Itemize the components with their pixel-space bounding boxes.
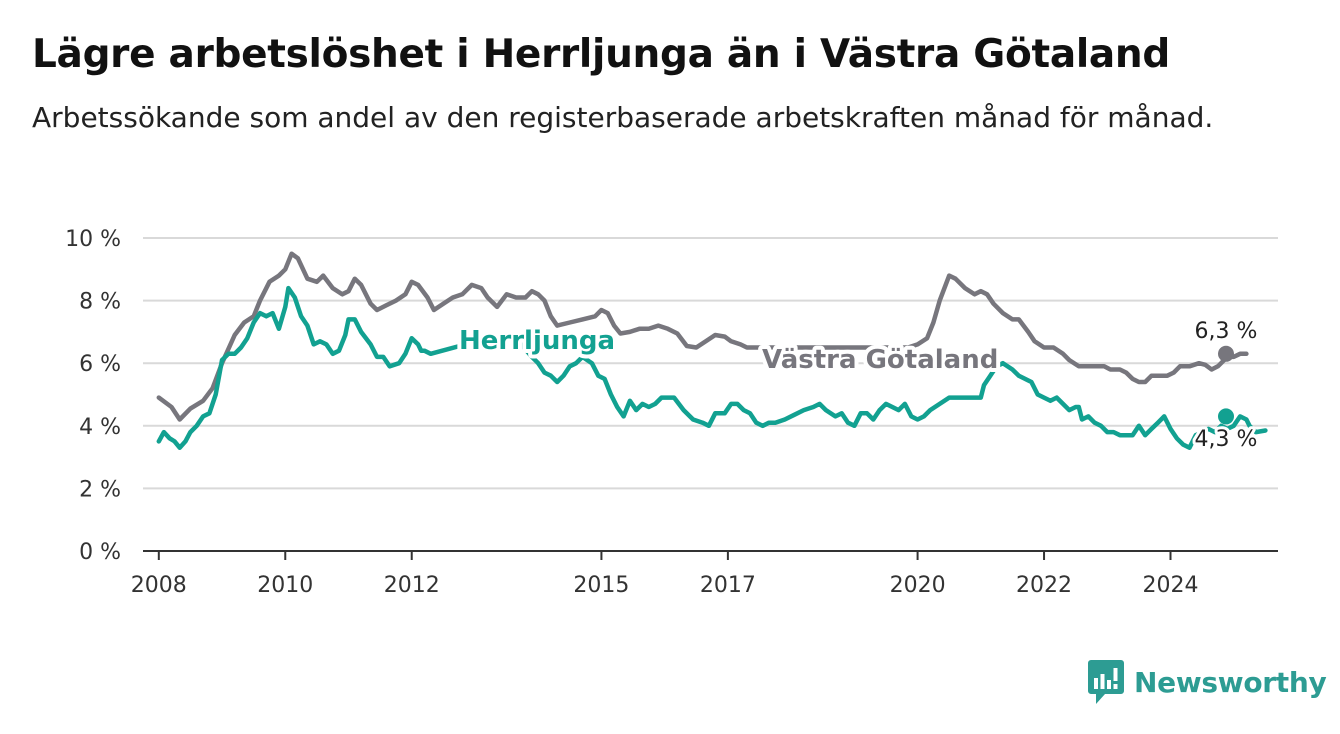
- x-tick-label: 2008: [131, 573, 187, 598]
- y-axis-ticks: 0 % 2 % 4 % 6 % 8 % 10 %: [65, 227, 121, 565]
- y-tick-label: 10 %: [65, 227, 121, 252]
- chart-subtitle: Arbetssökande som andel av den registerb…: [32, 101, 1214, 134]
- x-tick-label: 2024: [1143, 573, 1199, 598]
- x-tick-label: 2020: [890, 573, 946, 598]
- y-tick-label: 2 %: [79, 477, 121, 502]
- newsworthy-logo-icon: [1088, 660, 1124, 704]
- x-axis-ticks: 2008 2010 2012 2015 2017 2020 2022 2024: [131, 551, 1199, 598]
- series-label-vastra-gotaland: Västra Götaland: [762, 345, 998, 375]
- series-label-herrljunga: Herrljunga: [459, 326, 615, 356]
- series-labels: Herrljunga Västra Götaland 6,3 % 4,3 %: [455, 316, 1260, 455]
- y-tick-label: 6 %: [79, 352, 121, 377]
- newsworthy-logo: Newsworthy: [1088, 660, 1327, 704]
- series-line-herrljunga: [156, 285, 1268, 450]
- x-tick-label: 2022: [1016, 573, 1072, 598]
- x-tick-label: 2010: [257, 573, 313, 598]
- end-label-herrljunga: 4,3 %: [1195, 427, 1258, 452]
- y-tick-label: 0 %: [79, 540, 121, 565]
- chart-title: Lägre arbetslöshet i Herrljunga än i Väs…: [32, 32, 1171, 77]
- end-label-vastra-gotaland: 6,3 %: [1195, 319, 1258, 344]
- y-tick-label: 4 %: [79, 415, 121, 440]
- series-line-vastra-gotaland: [156, 251, 1249, 422]
- series-lines: [156, 251, 1268, 450]
- y-tick-label: 8 %: [79, 290, 121, 315]
- brand-name: Newsworthy: [1134, 665, 1327, 699]
- grid-lines: [143, 237, 1278, 490]
- end-point-vastra-gotaland: [1218, 345, 1234, 362]
- x-tick-label: 2017: [700, 573, 756, 598]
- line-chart: 0 % 2 % 4 % 6 % 8 % 10 % 2008 2010 2012 2015 2017…: [65, 227, 1278, 598]
- end-point-herrljunga: [1218, 408, 1234, 425]
- x-tick-label: 2015: [573, 573, 629, 598]
- x-tick-label: 2012: [384, 573, 440, 598]
